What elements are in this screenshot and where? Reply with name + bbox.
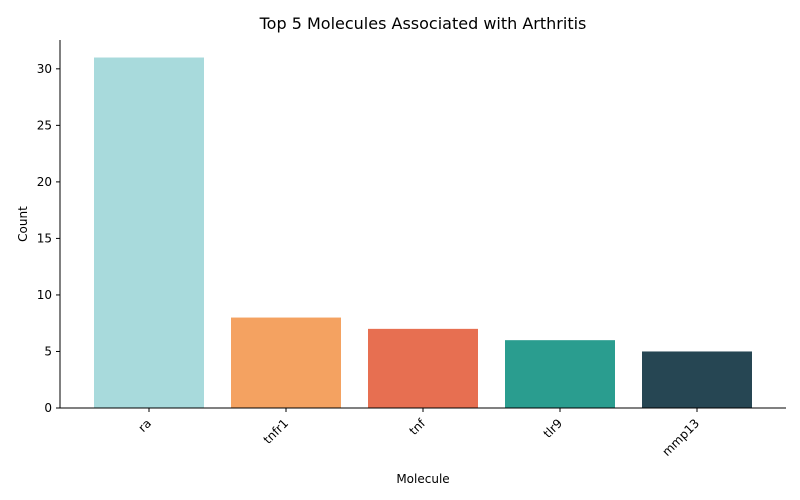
y-tick-label: 15 xyxy=(37,231,52,245)
x-tick-label-tnf: tnf xyxy=(407,416,429,438)
x-axis-label: Molecule xyxy=(396,472,449,486)
bar-mmp13 xyxy=(642,351,752,408)
y-tick-label: 30 xyxy=(37,62,52,76)
y-tick-label: 0 xyxy=(44,401,52,415)
bar-tnfr1 xyxy=(231,317,341,408)
x-tick-label-mmp13: mmp13 xyxy=(660,416,703,459)
bar-tlr9 xyxy=(505,340,615,408)
y-tick-label: 25 xyxy=(37,118,52,132)
x-tick-label-tnfr1: tnfr1 xyxy=(261,416,291,446)
chart-title: Top 5 Molecules Associated with Arthriti… xyxy=(259,14,587,33)
plot-area xyxy=(94,57,752,409)
bar-tnf xyxy=(368,328,478,408)
bar-ra xyxy=(94,57,204,409)
x-tick-label-ra: ra xyxy=(136,416,155,435)
y-axis-label: Count xyxy=(16,206,30,242)
y-tick-label: 5 xyxy=(44,344,52,358)
y-tick-label: 10 xyxy=(37,288,52,302)
y-tick-label: 20 xyxy=(37,175,52,189)
x-tick-label-tlr9: tlr9 xyxy=(541,416,565,440)
